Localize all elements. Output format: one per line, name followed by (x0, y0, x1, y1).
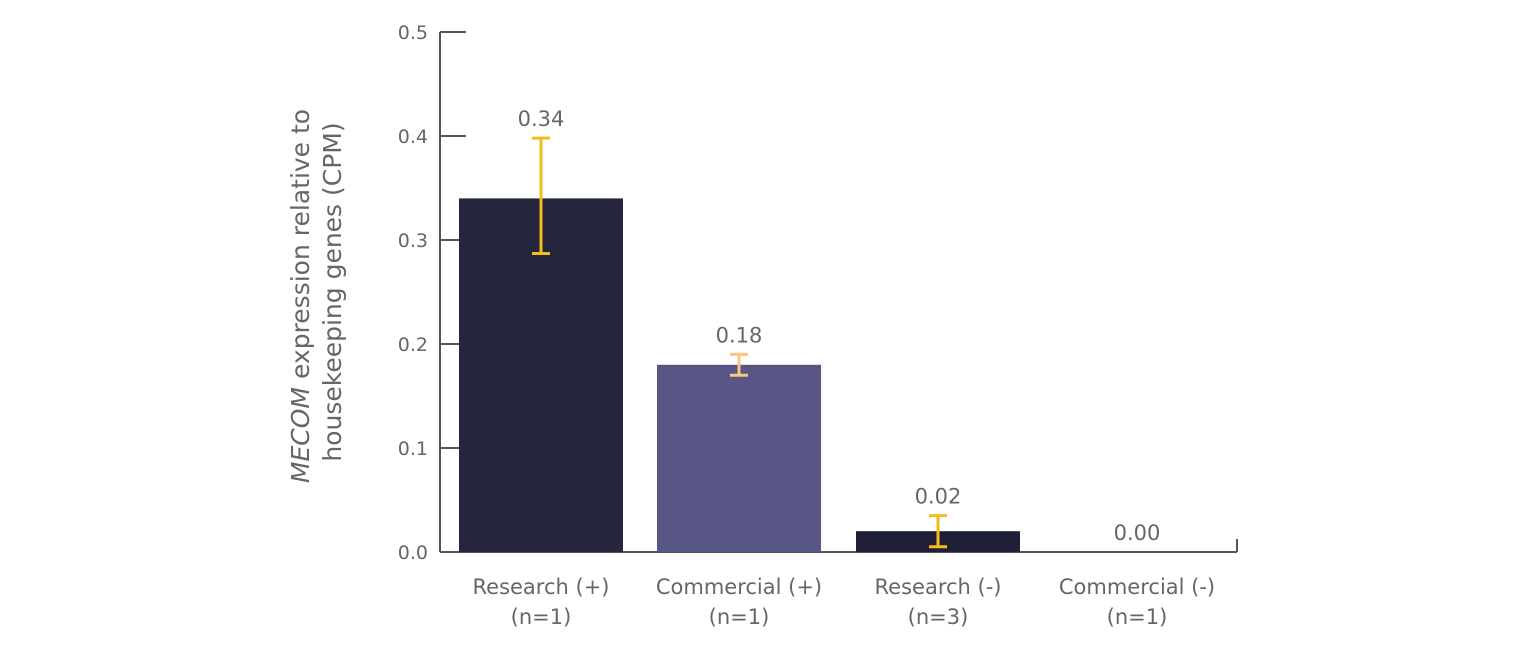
y-axis-label: MECOM expression relative to housekeepin… (286, 101, 347, 483)
error-bar (730, 352, 748, 377)
y-tick-label: 0.3 (398, 230, 428, 252)
bars (459, 198, 1020, 552)
y-tick-label: 0.4 (398, 126, 428, 148)
y-tick-label: 0.5 (398, 22, 428, 44)
category-labels: Research (+) (n=1) Commercial (+) (n=1) Rese… (473, 575, 1216, 629)
error-bars (532, 136, 947, 549)
y-tick-label: 0.0 (398, 542, 428, 564)
y-axis: 0.0 0.1 0.2 0.3 0.4 0.5 (398, 22, 466, 564)
y-axis-label-rest: expression relative to (286, 109, 315, 387)
y-axis-label-line1: MECOM expression relative to (286, 109, 315, 483)
category-label-name: Commercial (+) (656, 575, 822, 599)
bar (459, 198, 623, 552)
y-axis-label-gene: MECOM (286, 387, 315, 483)
value-label: 0.00 (1114, 521, 1161, 545)
category-label-name: Research (+) (473, 575, 610, 599)
value-label: 0.02 (915, 485, 962, 509)
y-axis-label-line2: housekeeping genes (CPM) (318, 122, 347, 461)
value-label: 0.18 (716, 323, 763, 347)
category-label-name: Commercial (-) (1059, 575, 1215, 599)
category-label-count: (n=3) (908, 605, 969, 629)
category-label-count: (n=1) (511, 605, 572, 629)
y-tick-label: 0.2 (398, 334, 428, 356)
category-label-count: (n=1) (709, 605, 770, 629)
bar (657, 364, 821, 552)
y-tick-label: 0.1 (398, 438, 428, 460)
error-bar (532, 136, 550, 256)
value-labels: 0.34 0.18 0.02 0.00 (518, 107, 1161, 545)
value-label: 0.34 (518, 107, 565, 131)
error-bar (929, 514, 947, 549)
category-label-name: Research (-) (875, 575, 1002, 599)
category-label-count: (n=1) (1107, 605, 1168, 629)
